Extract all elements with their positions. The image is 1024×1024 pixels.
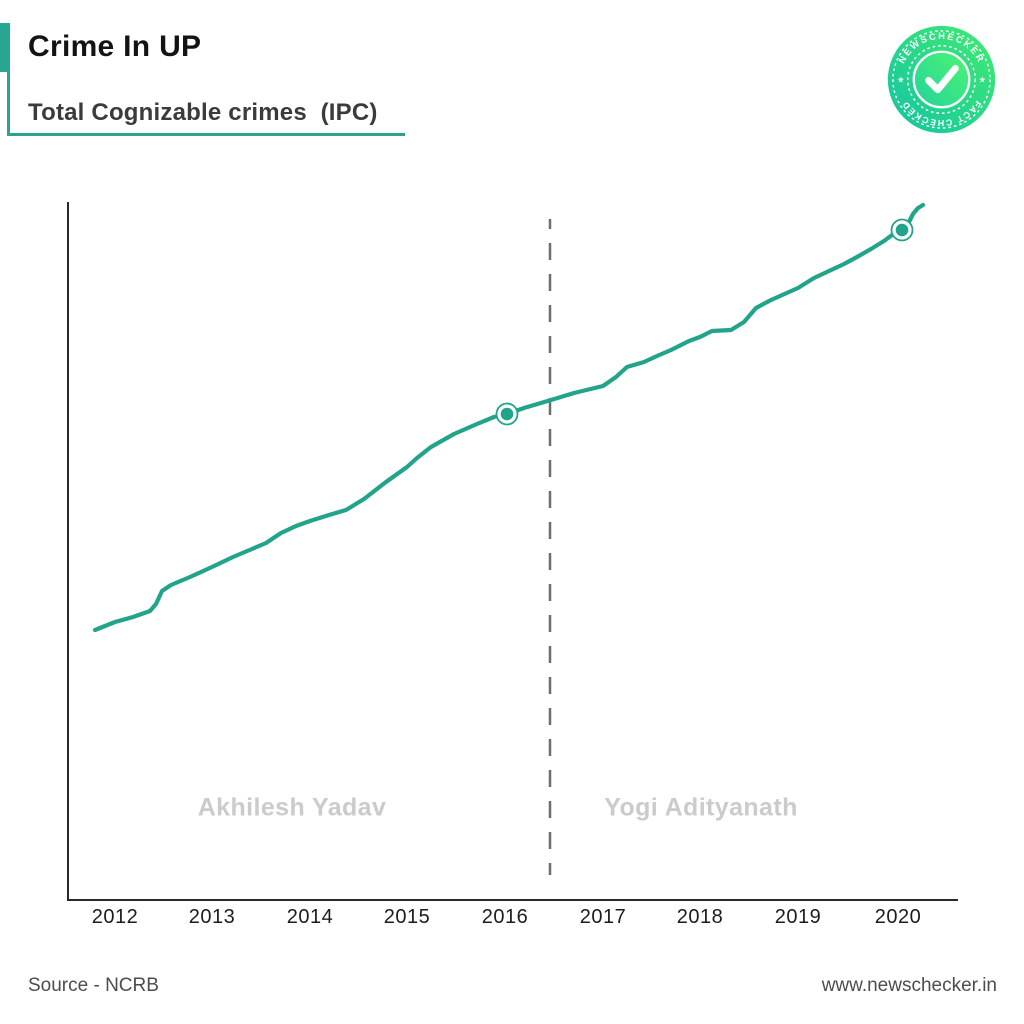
x-tick-label: 2014	[286, 906, 334, 928]
highlight-markers	[495, 218, 914, 426]
x-tick-label: 2020	[874, 906, 922, 928]
badge-star-right-icon: ★	[978, 75, 985, 85]
source-text: Source - NCRB	[28, 975, 159, 996]
website-text: www.newschecker.in	[821, 975, 997, 996]
badge-star-left-icon: ★	[897, 75, 904, 85]
x-tick-label: 2016	[481, 906, 529, 928]
x-tick-label: 2013	[188, 906, 236, 928]
era-label-yogi-adityanath: Yogi Adityanath	[604, 793, 798, 822]
era-label-akhilesh-yadav: Akhilesh Yadav	[197, 793, 387, 822]
checkmark-icon	[925, 64, 959, 94]
x-tick-label: 2019	[774, 906, 822, 928]
page-subtitle: Total Cognizable crimes (IPC)	[28, 99, 378, 126]
x-tick-label: 2012	[91, 906, 139, 928]
x-tick-label: 2017	[579, 906, 627, 928]
badge-inner-dotted-ring	[906, 44, 977, 115]
header-accent-frame	[7, 23, 405, 136]
fact-checked-badge: NEWSCHECKER FACT CHECKED ★ ★	[887, 25, 996, 134]
page-title: Crime In UP	[28, 30, 202, 63]
marker-dot	[895, 223, 909, 237]
x-tick-label: 2018	[676, 906, 724, 928]
crime-trend-line	[92, 202, 926, 633]
marker-dot	[500, 407, 514, 421]
x-tick-label: 2015	[383, 906, 431, 928]
header-accent-bar	[0, 23, 10, 72]
badge-outer-dotted-ring	[892, 30, 991, 129]
